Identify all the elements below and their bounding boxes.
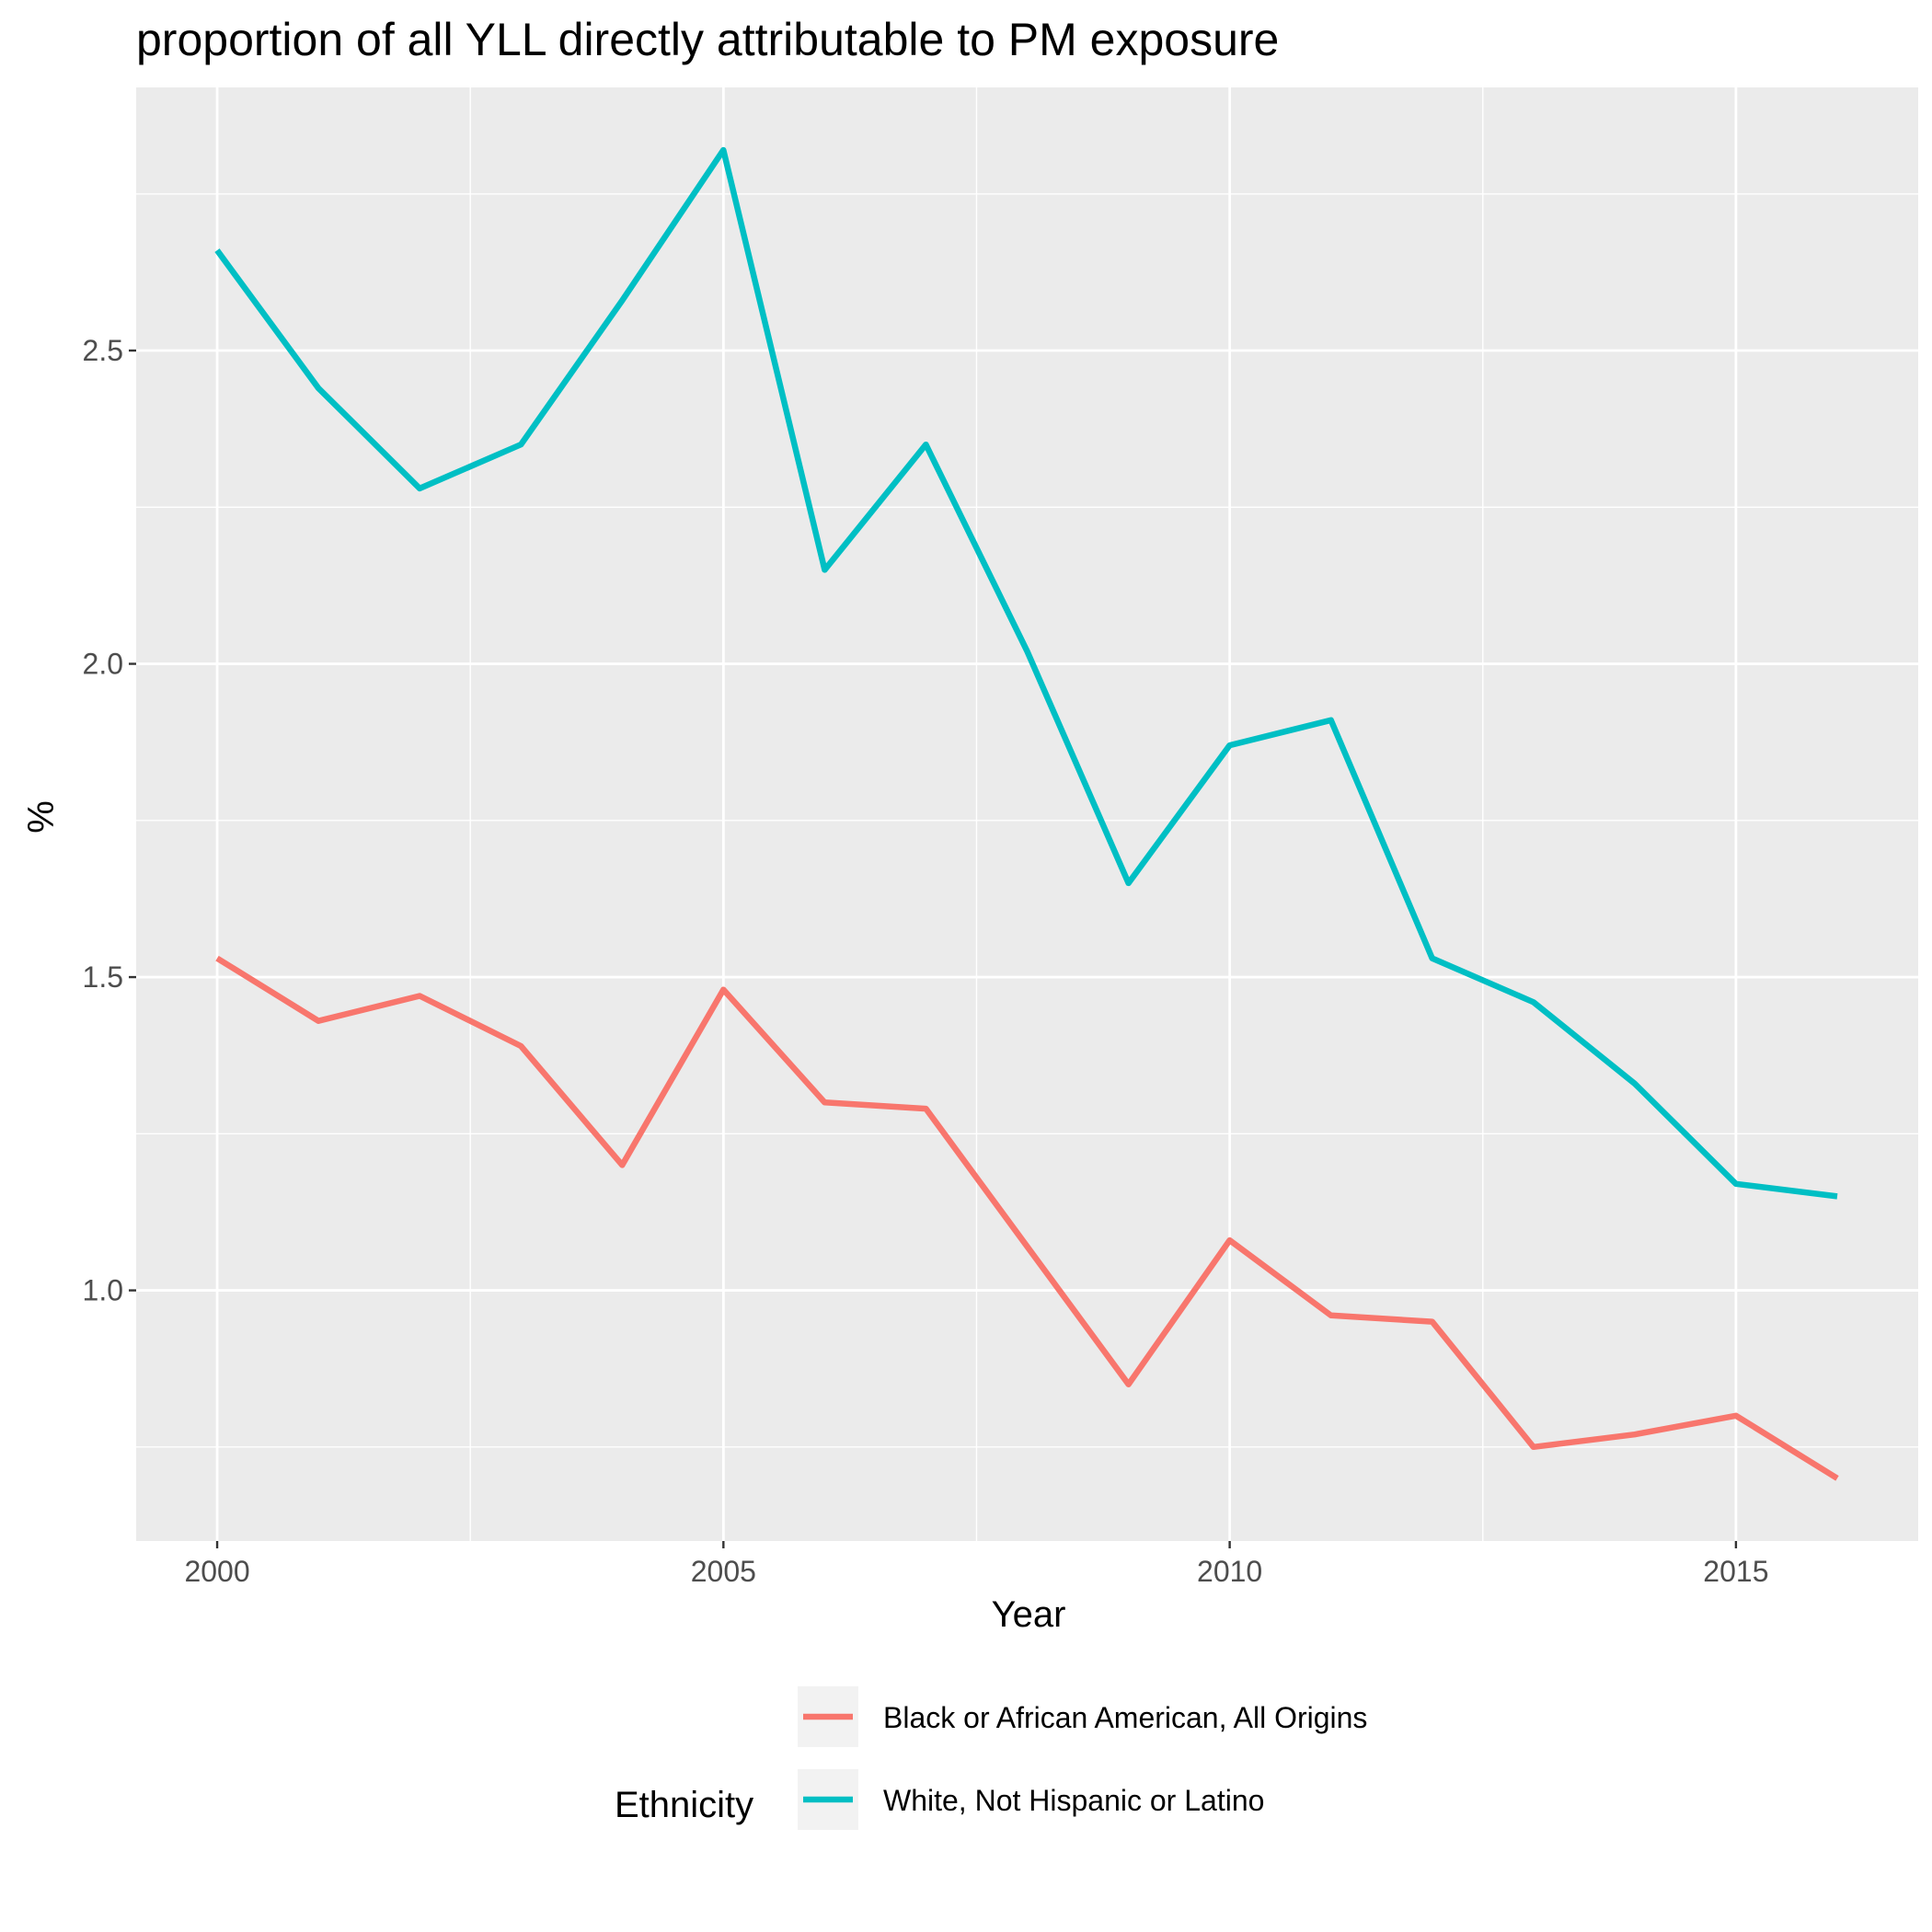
y-axis: 1.0 1.5 2.0 2.5 (83, 334, 136, 1307)
chart-title: proportion of all YLL directly attributa… (136, 14, 1279, 65)
legend: Ethnicity Black or African American, All… (615, 1685, 1367, 1832)
x-axis-title: Year (992, 1594, 1066, 1635)
x-axis: 2000 2005 2010 2015 (184, 1541, 1768, 1588)
x-tick-label: 2005 (691, 1555, 756, 1588)
y-tick-label: 1.0 (83, 1274, 123, 1307)
x-tick-label: 2000 (184, 1555, 249, 1588)
series-lines (214, 146, 1839, 1481)
series-line-2 (214, 146, 1838, 1200)
x-tick-label: 2010 (1197, 1555, 1262, 1588)
legend-label: White, Not Hispanic or Latino (883, 1784, 1264, 1817)
plot-panel (136, 87, 1918, 1541)
y-tick-label: 1.5 (83, 960, 123, 994)
y-tick-label: 2.5 (83, 334, 123, 367)
legend-label: Black or African American, All Origins (883, 1701, 1367, 1734)
series-line-1 (215, 955, 1839, 1481)
legend-title: Ethnicity (615, 1785, 753, 1825)
major-gridlines (136, 87, 1918, 1541)
minor-gridlines (136, 87, 1918, 1541)
x-tick-label: 2015 (1703, 1555, 1768, 1588)
y-axis-title: % (21, 800, 62, 834)
y-tick-label: 2.0 (83, 648, 123, 681)
